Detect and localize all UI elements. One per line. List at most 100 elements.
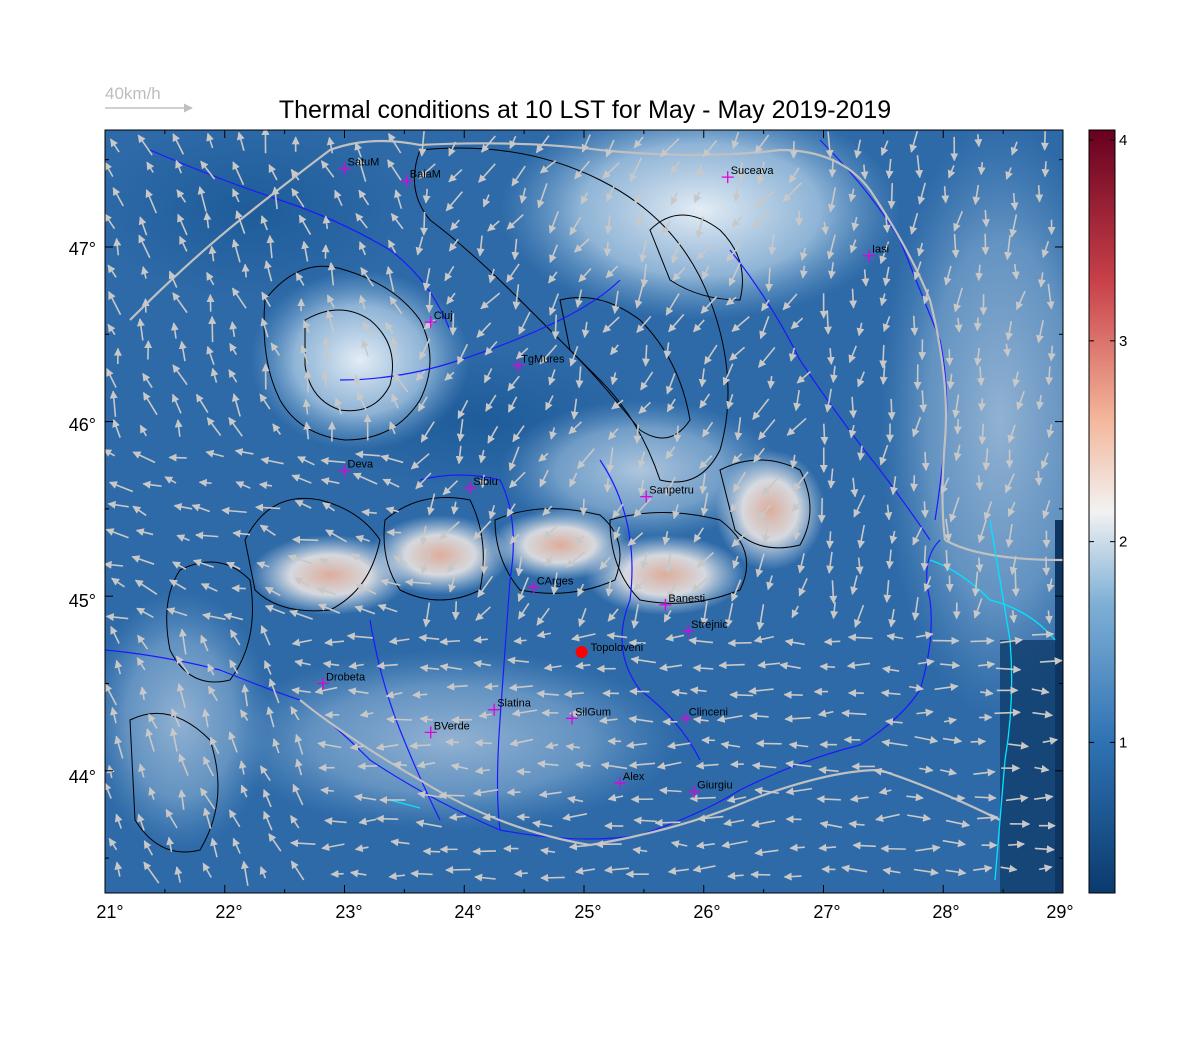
coastline-lake bbox=[389, 799, 421, 809]
wind-arrow bbox=[726, 243, 742, 262]
wind-arrow bbox=[415, 472, 432, 490]
wind-arrow bbox=[786, 417, 807, 436]
wind-arrow bbox=[106, 368, 117, 388]
wind-arrow bbox=[175, 159, 183, 174]
lat-tick-label: 47° bbox=[69, 239, 96, 259]
wind-arrow bbox=[569, 216, 582, 236]
wind-arrow bbox=[264, 260, 273, 282]
wind-arrow bbox=[757, 660, 780, 669]
wind-arrow bbox=[360, 267, 375, 287]
wind-arrow bbox=[390, 336, 399, 363]
wind-arrow bbox=[423, 319, 436, 330]
wind-arrow bbox=[511, 708, 538, 717]
wind-arrow bbox=[758, 504, 772, 521]
wind-arrow bbox=[517, 602, 530, 620]
wind-arrow bbox=[758, 418, 776, 440]
wind-arrow bbox=[788, 167, 800, 184]
wind-arrow bbox=[916, 242, 925, 257]
city-marker: TgMures bbox=[512, 354, 565, 372]
wind-arrow bbox=[913, 261, 922, 281]
wind-arrow bbox=[536, 759, 559, 768]
wind-arrow bbox=[418, 163, 436, 179]
wind-arrow bbox=[723, 818, 745, 827]
wind-arrow bbox=[412, 690, 428, 699]
wind-arrow bbox=[577, 448, 595, 470]
wind-arrow bbox=[389, 296, 403, 315]
wind-arrow bbox=[176, 189, 187, 203]
wind-arrow bbox=[392, 760, 407, 769]
wind-arrow bbox=[105, 782, 112, 799]
wind-arrow bbox=[947, 165, 956, 179]
city-marker: Sanpetru bbox=[640, 485, 694, 503]
wind-arrow bbox=[416, 760, 436, 769]
wind-arrow bbox=[538, 790, 562, 799]
wind-arrow bbox=[191, 503, 211, 513]
wind-arrow bbox=[417, 790, 443, 799]
wind-arrow bbox=[300, 344, 309, 365]
wind-arrow bbox=[910, 475, 919, 492]
wind-arrow bbox=[633, 136, 644, 149]
wind-arrow bbox=[702, 265, 710, 280]
wind-arrow bbox=[860, 164, 869, 180]
wind-arrow bbox=[919, 390, 928, 413]
wind-arrow bbox=[880, 689, 901, 698]
wind-arrow bbox=[231, 238, 241, 263]
field-pale-south bbox=[220, 650, 680, 830]
wind-arrow bbox=[857, 371, 865, 388]
wind-arrow bbox=[131, 555, 155, 565]
wind-arrow bbox=[912, 416, 922, 438]
wind-arrow bbox=[113, 237, 122, 256]
wind-arrow bbox=[234, 448, 254, 456]
city-label: BaiaM bbox=[410, 169, 441, 181]
wind-arrow bbox=[174, 866, 183, 883]
wind-arrow bbox=[693, 319, 705, 333]
wind-arrow bbox=[415, 236, 424, 256]
wind-arrow bbox=[110, 706, 118, 724]
wind-arrow bbox=[515, 556, 524, 577]
wind-arrow bbox=[419, 664, 440, 673]
city-cross-icon bbox=[613, 777, 626, 790]
wind-arrow bbox=[208, 315, 217, 343]
wind-arrow bbox=[667, 741, 691, 750]
wind-arrow bbox=[480, 548, 489, 575]
colorbar-tick-label: 3 bbox=[1119, 333, 1127, 350]
contour-apuseni-inner bbox=[304, 309, 393, 412]
wind-arrow bbox=[419, 525, 428, 546]
wind-arrow bbox=[260, 317, 269, 338]
wind-arrow bbox=[951, 233, 960, 259]
wind-arrow bbox=[661, 220, 671, 235]
wind-arrow bbox=[748, 686, 774, 695]
wind-arrow bbox=[793, 390, 802, 412]
wind-arrow bbox=[290, 168, 300, 181]
wind-arrow bbox=[258, 481, 273, 490]
wind-arrow bbox=[457, 400, 469, 420]
wind-arrow bbox=[880, 844, 906, 853]
wind-arrow bbox=[912, 527, 923, 546]
city-marker: BVerde bbox=[424, 720, 470, 739]
city-label: SatuM bbox=[348, 156, 380, 168]
lon-tick-label: 25° bbox=[574, 902, 601, 922]
wind-arrow bbox=[732, 471, 746, 493]
wind-arrow bbox=[848, 425, 857, 439]
wind-arrow bbox=[322, 502, 336, 512]
wind-arrow bbox=[608, 428, 619, 440]
wind-arrow bbox=[911, 597, 920, 621]
wind-arrow bbox=[474, 738, 492, 747]
city-label: Drobeta bbox=[326, 671, 366, 683]
wind-arrow bbox=[767, 375, 776, 389]
wind-arrow bbox=[887, 183, 896, 210]
wind-arrow bbox=[255, 503, 281, 512]
city-marker: Alex bbox=[613, 771, 645, 790]
wind-arrow bbox=[272, 738, 280, 754]
wind-arrow bbox=[517, 577, 529, 603]
wind-arrow bbox=[568, 421, 583, 435]
wind-arrow bbox=[981, 209, 990, 228]
wind-arrow bbox=[107, 323, 116, 336]
wind-arrow bbox=[1011, 263, 1020, 280]
wind-arrow bbox=[884, 717, 903, 726]
wind-arrow bbox=[548, 271, 558, 284]
wind-arrow bbox=[637, 479, 646, 497]
lon-axis: 21° 22° 23° 24° 25° 26° 27° 28° 29° bbox=[96, 902, 1073, 922]
wind-arrow bbox=[1007, 501, 1016, 517]
wind-arrow bbox=[883, 580, 892, 603]
